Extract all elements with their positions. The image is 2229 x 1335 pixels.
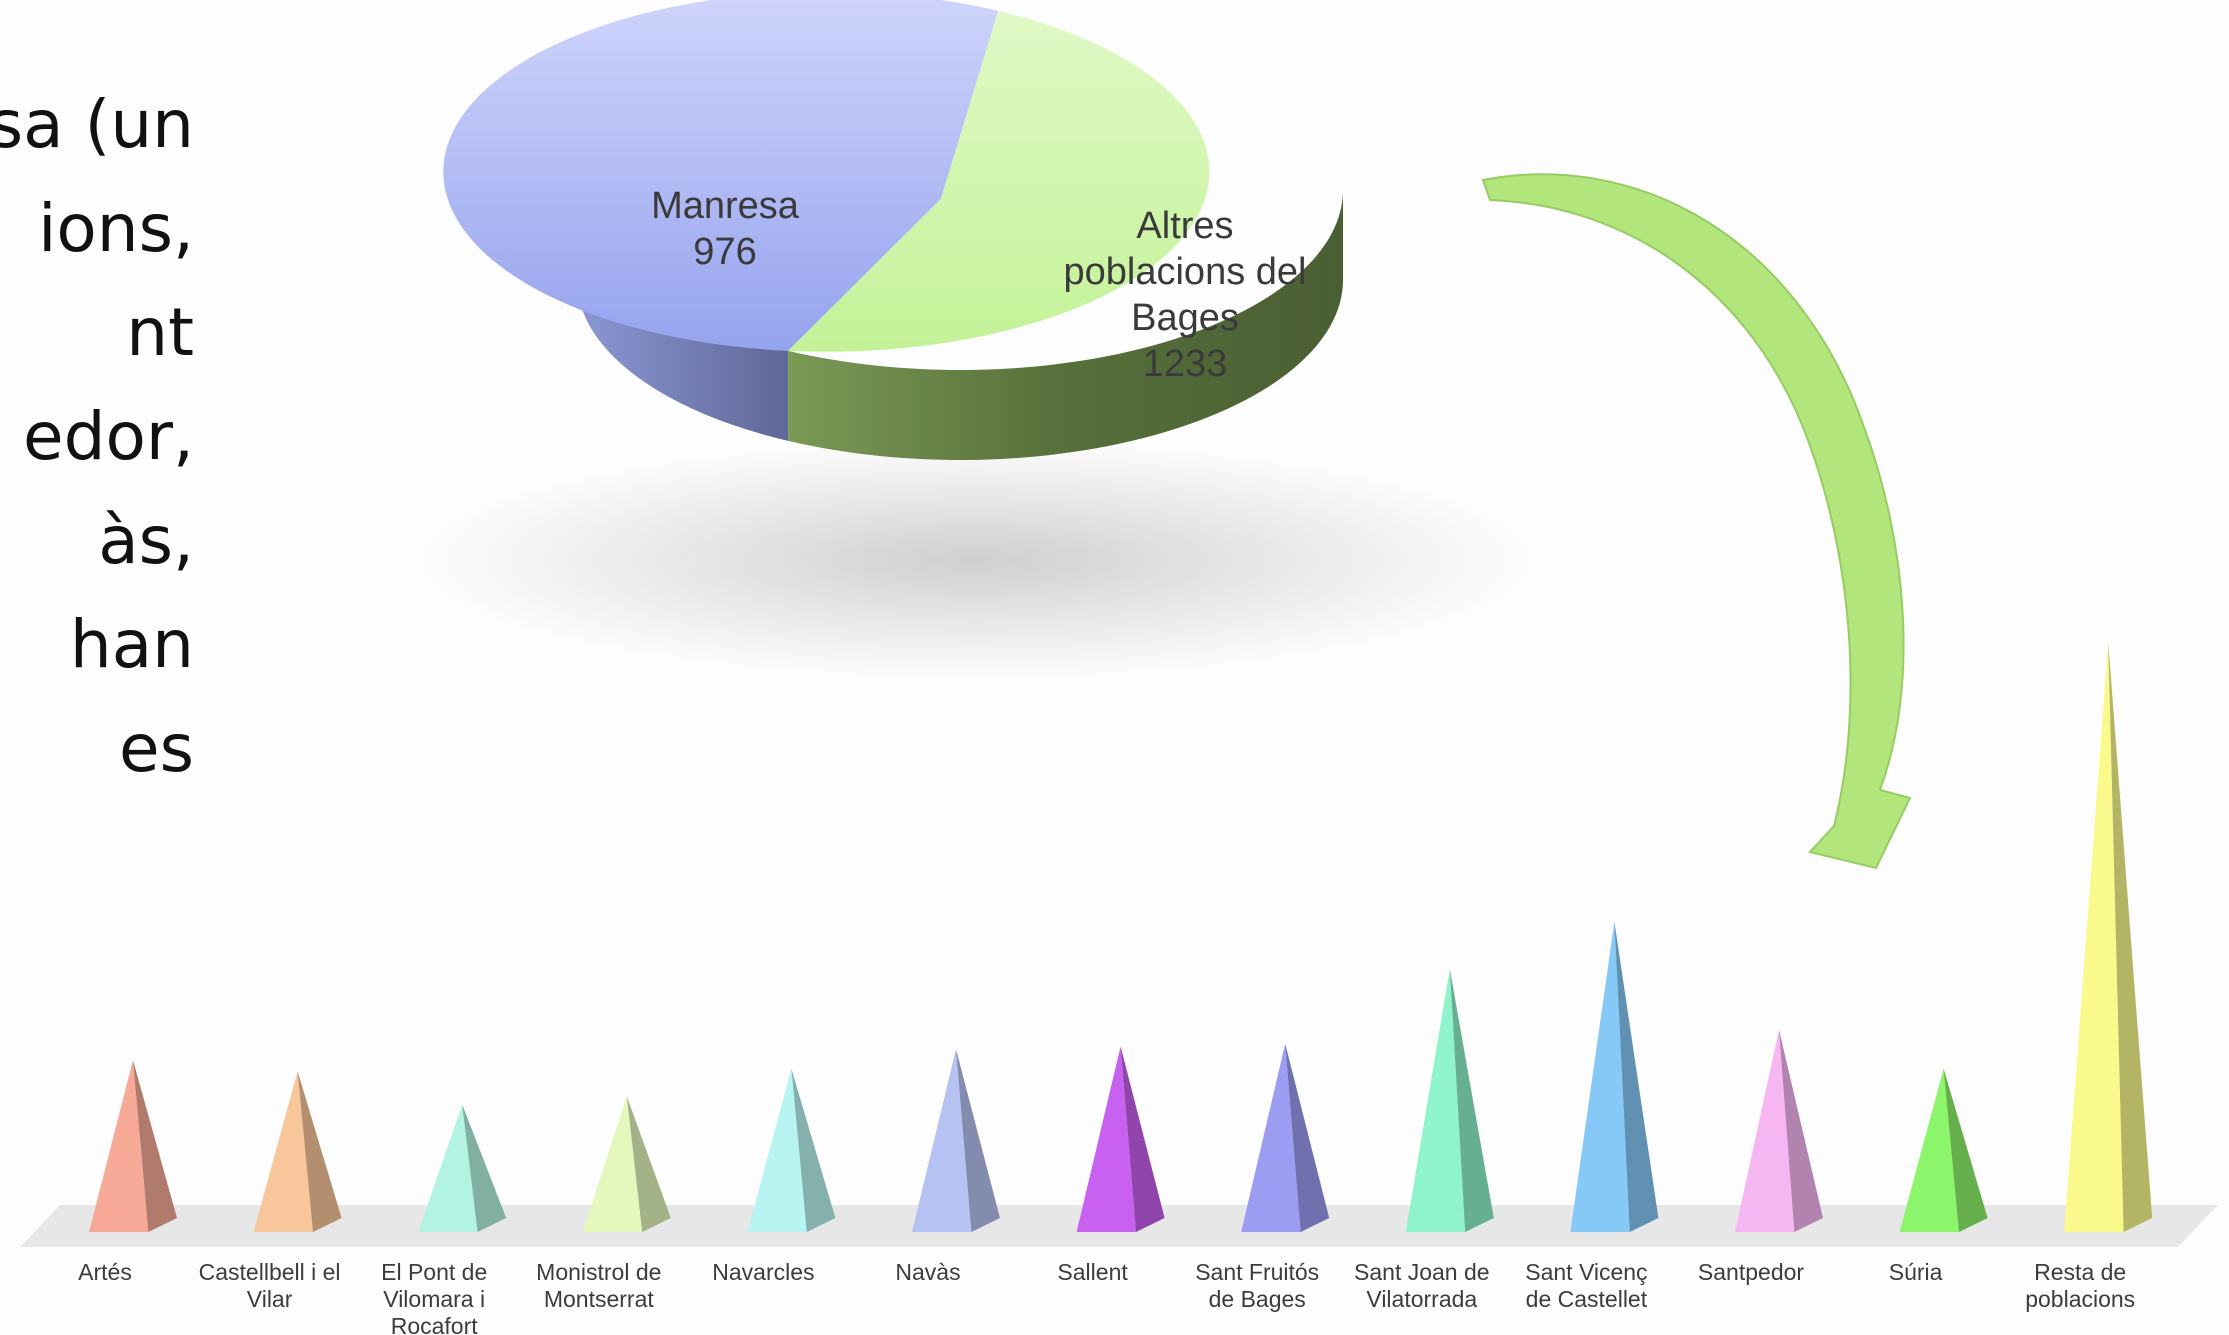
pyramid-face-side	[956, 1049, 1000, 1232]
pyramid-face-front	[747, 1068, 807, 1232]
pyramid-face-side	[1614, 921, 1659, 1232]
pyramid-face-front	[1570, 921, 1630, 1232]
category-label: Castellbell i el	[199, 1259, 341, 1285]
side-text-line: ions,	[38, 190, 194, 267]
pyramid-bar	[1076, 1046, 1165, 1232]
pie-side-altres	[788, 190, 1343, 460]
side-text-line: es	[119, 710, 194, 787]
pie-label: Manresa	[651, 185, 800, 227]
pyramid-face-side	[1779, 1029, 1823, 1232]
category-label: poblacions	[2025, 1286, 2135, 1312]
pyramid-bar	[89, 1060, 177, 1232]
pyramid-face-front	[1076, 1046, 1136, 1232]
pyramid-face-side	[791, 1068, 836, 1232]
category-label: Monistrol de	[536, 1259, 661, 1285]
category-label: El Pont de	[381, 1259, 487, 1285]
pyramid-face-front	[89, 1060, 149, 1232]
category-label: Vilomara i	[383, 1286, 485, 1312]
curved-arrow-icon	[1481, 173, 1912, 870]
pie-label: Altres	[1136, 205, 1233, 247]
pyramid-face-side	[626, 1096, 671, 1232]
category-label: Navarcles	[712, 1259, 814, 1285]
pyramid-bar	[1241, 1043, 1330, 1232]
pyramid-face-front	[1241, 1043, 1301, 1232]
side-text-line: han	[69, 606, 194, 683]
pyramid-face-front	[582, 1096, 643, 1232]
pie-slice-manresa	[443, 0, 999, 351]
pie-shadow	[415, 440, 1535, 680]
category-label: Sallent	[1057, 1259, 1128, 1285]
pyramid-bar	[1899, 1068, 1988, 1232]
category-label: Santpedor	[1698, 1259, 1804, 1285]
category-label: Rocafort	[391, 1313, 479, 1335]
pyramid-bar	[1735, 1029, 1823, 1232]
side-text-fragment: esa (un ions, nt edor, às, han es	[0, 92, 220, 812]
pyramid-bar	[747, 1068, 836, 1232]
pie-label: Bages	[1131, 297, 1239, 339]
pyramid-bar	[1570, 921, 1659, 1232]
pyramid-bar	[253, 1071, 342, 1232]
side-text-line: às,	[98, 502, 194, 579]
category-label: Vilatorrada	[1366, 1286, 1477, 1312]
pie-label: poblacions del	[1064, 251, 1307, 293]
category-label: Sant Vicenç	[1525, 1259, 1647, 1285]
pyramid-face-front	[1899, 1068, 1959, 1232]
pyramid-face-side	[297, 1071, 342, 1232]
pyramid-face-side	[2108, 642, 2153, 1232]
pyramid-face-front	[418, 1104, 478, 1232]
side-text-line: nt	[126, 294, 194, 371]
pyramid-face-side	[1943, 1068, 1988, 1232]
category-label: Artés	[78, 1259, 132, 1285]
side-text-line: esa (un	[0, 92, 194, 163]
category-label: Vilar	[247, 1286, 293, 1312]
pyramid-bar	[2064, 642, 2153, 1232]
side-text-line: edor,	[23, 398, 194, 475]
pyramid-bar	[418, 1104, 507, 1232]
pie-label: 976	[693, 231, 756, 273]
pyramid-face-side	[1449, 968, 1494, 1232]
pyramid-face-front	[912, 1049, 972, 1232]
category-label: Súria	[1889, 1259, 1943, 1285]
pie-label: 1233	[1143, 343, 1228, 385]
pyramid-bar	[582, 1096, 671, 1232]
pyramid-face-front	[1405, 968, 1466, 1232]
category-label: Sant Fruitós	[1195, 1259, 1319, 1285]
category-label: Resta de	[2034, 1259, 2126, 1285]
pyramid-face-side	[462, 1104, 507, 1232]
category-label: Montserrat	[544, 1286, 655, 1312]
category-label: Navàs	[895, 1259, 960, 1285]
pyramid-bar	[912, 1049, 1000, 1232]
pyramid-face-front	[253, 1071, 313, 1232]
pyramid-face-front	[2064, 642, 2124, 1232]
pie-slice-altres	[788, 10, 1210, 352]
category-label: de Bages	[1209, 1286, 1306, 1312]
category-label: de Castellet	[1526, 1286, 1648, 1312]
pyramid-face-side	[133, 1060, 177, 1232]
category-label: Sant Joan de	[1354, 1259, 1490, 1285]
pyramid-bar	[1405, 968, 1494, 1232]
pyramid-face-side	[1120, 1046, 1165, 1232]
pyramid-face-front	[1735, 1029, 1795, 1232]
pyramid-face-side	[1285, 1043, 1330, 1232]
